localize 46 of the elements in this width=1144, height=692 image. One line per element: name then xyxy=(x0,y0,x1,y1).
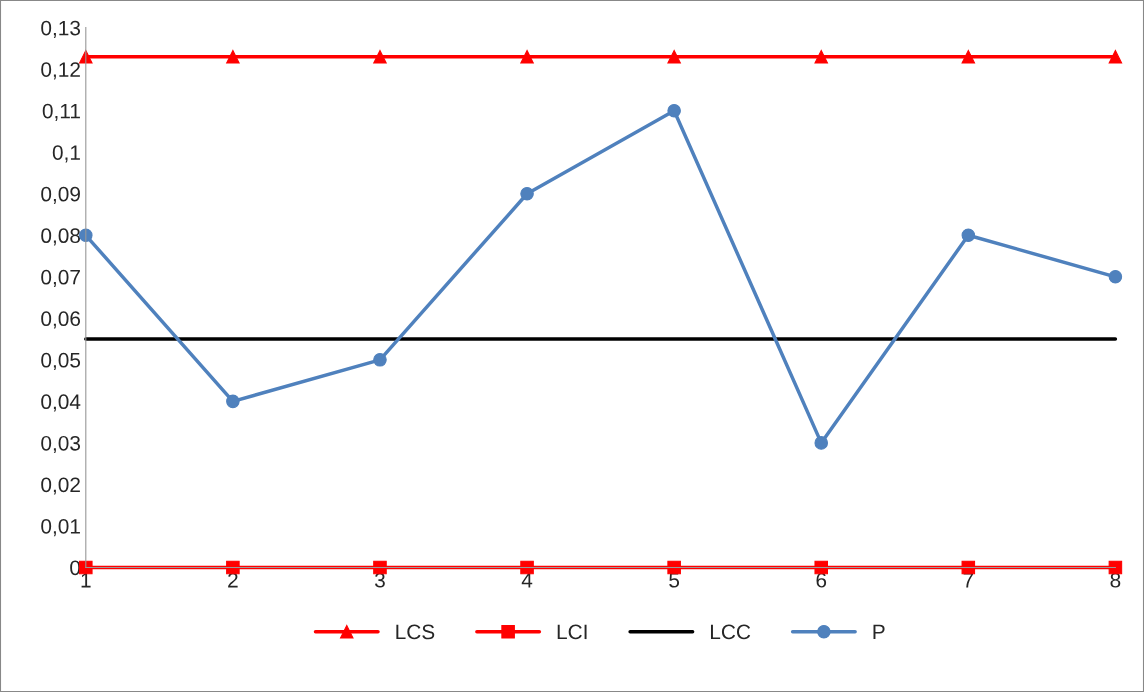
point xyxy=(667,560,681,575)
y-tick-label: 0,07 xyxy=(41,269,80,288)
y-tick-label: 0,02 xyxy=(41,477,80,495)
point xyxy=(814,560,828,575)
x-tick-label: 3 xyxy=(374,572,385,588)
point xyxy=(961,228,976,243)
y-tick-label: 0,04 xyxy=(41,394,81,412)
x-tick-label: 4 xyxy=(521,573,533,588)
point xyxy=(79,49,93,64)
legend-label: LCS xyxy=(396,624,435,640)
legend-label: P xyxy=(873,624,885,640)
point xyxy=(667,49,681,64)
point xyxy=(667,103,681,118)
point xyxy=(226,394,240,409)
x-tick-label: 1 xyxy=(81,573,91,588)
y-tick-label: 0,12 xyxy=(41,62,80,80)
x-tick-label: 2 xyxy=(228,572,238,588)
legend-label: LCC xyxy=(711,624,751,640)
y-tick-label: 0,06 xyxy=(41,311,81,329)
y-tick-label: 0,05 xyxy=(41,352,81,371)
point xyxy=(79,228,93,243)
point xyxy=(226,49,240,64)
point xyxy=(373,49,387,64)
point xyxy=(814,49,828,64)
y-tick-label: 0,08 xyxy=(41,228,81,246)
point xyxy=(520,186,534,201)
point xyxy=(961,49,976,64)
x-tick-label: 6 xyxy=(816,572,827,588)
point xyxy=(226,560,240,575)
y-tick-label: 0,09 xyxy=(41,186,80,204)
y-tick-label: 0,13 xyxy=(41,20,81,38)
x-tick-label: 7 xyxy=(963,573,974,588)
y-tick-label: 0,11 xyxy=(42,103,80,121)
y-tick-label: 0,1 xyxy=(52,145,80,163)
x-tick-label: 8 xyxy=(1110,572,1121,588)
legend-label: LCI xyxy=(557,624,587,640)
point xyxy=(79,560,93,575)
point xyxy=(1108,49,1123,64)
y-tick-label: 0,03 xyxy=(41,435,81,454)
x-tick-label: 5 xyxy=(669,573,680,588)
point xyxy=(373,560,387,575)
point xyxy=(373,353,387,367)
point xyxy=(520,49,534,64)
point xyxy=(814,436,828,450)
y-tick-label: 0,01 xyxy=(41,518,80,537)
point xyxy=(1108,270,1123,284)
